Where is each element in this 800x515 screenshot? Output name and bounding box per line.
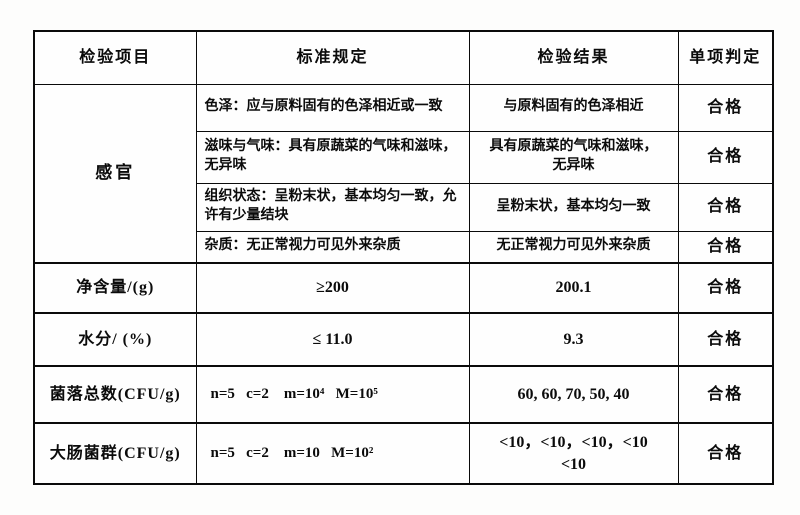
cell-color-verdict: 合格 xyxy=(677,83,774,132)
row-net-content: 净含量/(g) ≥200 200.1 合格 xyxy=(33,262,774,314)
header-standard-requirement: 标准规定 xyxy=(195,30,470,85)
cell-taste-odor-result: 具有原蔬菜的气味和滋味， 无异味 xyxy=(468,130,679,184)
row-sensory-taste-odor: 滋味与气味：具有原蔬菜的气味和滋味，无异味 具有原蔬菜的气味和滋味， 无异味 合… xyxy=(34,130,774,184)
cell-impurity-standard: 杂质：无正常视力可见外来杂质 xyxy=(195,230,470,264)
row-total-plate-count: 菌落总数(CFU/g) n=5 c=2 m=10⁴ M=10⁵ 60, 60, … xyxy=(33,365,774,424)
cell-coliform-item: 大肠菌群(CFU/g) xyxy=(33,422,197,485)
cell-coliform-result: <10，<10，<10，<10 <10 xyxy=(468,422,679,485)
cell-net-content-item: 净含量/(g) xyxy=(33,262,197,314)
header-inspection-item: 检验项目 xyxy=(33,30,197,85)
header-item-judgment: 单项判定 xyxy=(677,30,774,85)
cell-taste-odor-standard: 滋味与气味：具有原蔬菜的气味和滋味，无异味 xyxy=(195,130,470,184)
row-sensory-texture: 组织状态：呈粉末状，基本均匀一致，允许有少量结块 呈粉末状，基本均匀一致 合格 xyxy=(34,182,774,232)
cell-moisture-standard: ≤ 11.0 xyxy=(195,312,470,367)
row-sensory-color: 感官 色泽：应与原料固有的色泽相近或一致 与原料固有的色泽相近 合格 xyxy=(33,83,774,264)
cell-coliform-standard: n=5 c=2 m=10 M=10² xyxy=(195,422,470,485)
cell-moisture-verdict: 合格 xyxy=(677,312,774,367)
table-header-row: 检验项目 标准规定 检验结果 单项判定 xyxy=(33,30,774,85)
row-moisture: 水分/ (%) ≤ 11.0 9.3 合格 xyxy=(33,312,774,367)
row-sensory-impurity: 杂质：无正常视力可见外来杂质 无正常视力可见外来杂质 合格 xyxy=(34,230,774,264)
cell-total-plate-count-item: 菌落总数(CFU/g) xyxy=(33,365,197,424)
cell-impurity-verdict: 合格 xyxy=(677,230,774,264)
header-inspection-result: 检验结果 xyxy=(468,30,679,85)
cell-color-result: 与原料固有的色泽相近 xyxy=(468,83,679,132)
cell-moisture-result: 9.3 xyxy=(468,312,679,367)
cell-net-content-verdict: 合格 xyxy=(677,262,774,314)
cell-total-plate-count-standard: n=5 c=2 m=10⁴ M=10⁵ xyxy=(195,365,470,424)
cell-texture-standard: 组织状态：呈粉末状，基本均匀一致，允许有少量结块 xyxy=(195,182,470,232)
cell-texture-result: 呈粉末状，基本均匀一致 xyxy=(468,182,679,232)
cell-impurity-result: 无正常视力可见外来杂质 xyxy=(468,230,679,264)
row-coliform: 大肠菌群(CFU/g) n=5 c=2 m=10 M=10² <10，<10，<… xyxy=(33,422,774,485)
cell-texture-verdict: 合格 xyxy=(677,182,774,232)
cell-total-plate-count-result: 60, 60, 70, 50, 40 xyxy=(468,365,679,424)
cell-total-plate-count-verdict: 合格 xyxy=(677,365,774,424)
cell-net-content-standard: ≥200 xyxy=(195,262,470,314)
inspection-results-table: 检验项目 标准规定 检验结果 单项判定 感官 色泽：应与原料固有的色泽相近或一致… xyxy=(33,30,774,485)
cell-taste-odor-verdict: 合格 xyxy=(677,130,774,184)
cell-moisture-item: 水分/ (%) xyxy=(33,312,197,367)
cell-color-standard: 色泽：应与原料固有的色泽相近或一致 xyxy=(195,83,470,132)
cell-coliform-verdict: 合格 xyxy=(677,422,774,485)
cell-sensory-group-label: 感官 xyxy=(33,83,197,264)
cell-net-content-result: 200.1 xyxy=(468,262,679,314)
